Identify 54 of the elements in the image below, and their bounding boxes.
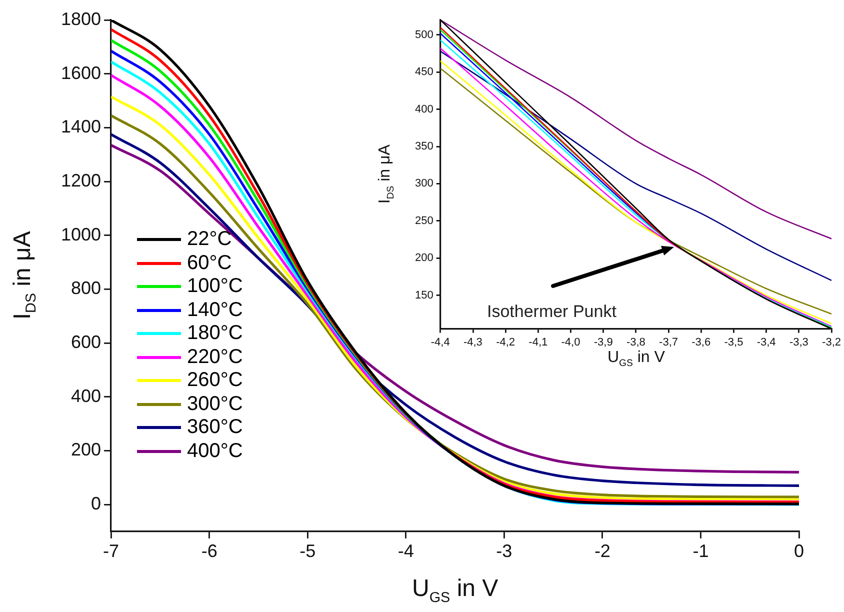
y-tick-label: 1000: [60, 224, 102, 244]
y-tick-label: 350: [414, 140, 434, 153]
x-tick-label: -2: [594, 541, 610, 562]
legend-label: 100°C: [187, 275, 243, 299]
x-tick-label: -4,4: [430, 336, 450, 348]
x-tick-label: -3,8: [626, 336, 646, 348]
x-tick-label: -5: [300, 541, 316, 562]
legend-label: 360°C: [187, 416, 243, 440]
x-tick-label: -3,4: [756, 336, 776, 348]
y-tick-label: 200: [70, 440, 102, 460]
y-tick-label: 1800: [60, 8, 102, 29]
x-tick-label: -3,3: [789, 336, 808, 348]
legend-label: 220°C: [187, 346, 243, 370]
y-tick-label: 400: [70, 386, 102, 406]
y-tick-label: 200: [414, 252, 434, 264]
x-axis-title: U$_{GS}$ in V: [412, 575, 498, 606]
y-tick-label: 450: [414, 66, 434, 78]
legend-label: 300°C: [187, 392, 243, 416]
y-tick-label: 400: [414, 103, 434, 116]
x-tick-label: -1: [692, 541, 709, 562]
x-tick-label: -3,5: [724, 336, 744, 348]
y-tick-label: 250: [414, 214, 434, 227]
legend-label: 260°C: [187, 369, 243, 393]
x-tick-label: -6: [201, 541, 218, 562]
x-axis-title: U$_{GS}$ in V: [607, 348, 665, 369]
x-tick-label: -3: [496, 541, 512, 562]
legend-label: 22°C: [187, 228, 232, 252]
y-tick-label: 1200: [60, 170, 102, 190]
y-tick-label: 150: [414, 289, 434, 302]
x-tick-label: -3,7: [659, 336, 678, 348]
y-tick-label: 500: [414, 28, 434, 41]
y-tick-label: 1400: [60, 116, 102, 137]
legend-label: 140°C: [187, 298, 243, 322]
x-tick-label: 0: [794, 541, 804, 562]
legend-label: 400°C: [187, 440, 243, 464]
x-tick-label: -3,2: [822, 336, 842, 348]
legend-label: 180°C: [187, 322, 243, 346]
y-tick-label: 300: [414, 178, 434, 190]
annotation: Isothermer Punkt: [486, 302, 617, 321]
x-tick-label: -4: [398, 541, 414, 562]
x-tick-label: -3,9: [594, 336, 613, 348]
x-tick-label: -4,0: [561, 336, 580, 348]
y-tick-label: 800: [70, 278, 102, 298]
x-tick-label: -7: [103, 541, 120, 562]
x-tick-label: -4,2: [496, 336, 516, 348]
x-tick-label: -3,6: [692, 336, 711, 348]
y-tick-label: 600: [70, 332, 102, 352]
x-tick-label: -4,3: [463, 336, 482, 348]
y-tick-label: 1600: [60, 62, 102, 83]
x-tick-label: -4,1: [528, 336, 548, 348]
y-tick-label: 0: [91, 493, 102, 514]
line-series: [440, 50, 832, 282]
legend-label: 60°C: [187, 252, 232, 276]
line-series: [440, 20, 832, 240]
